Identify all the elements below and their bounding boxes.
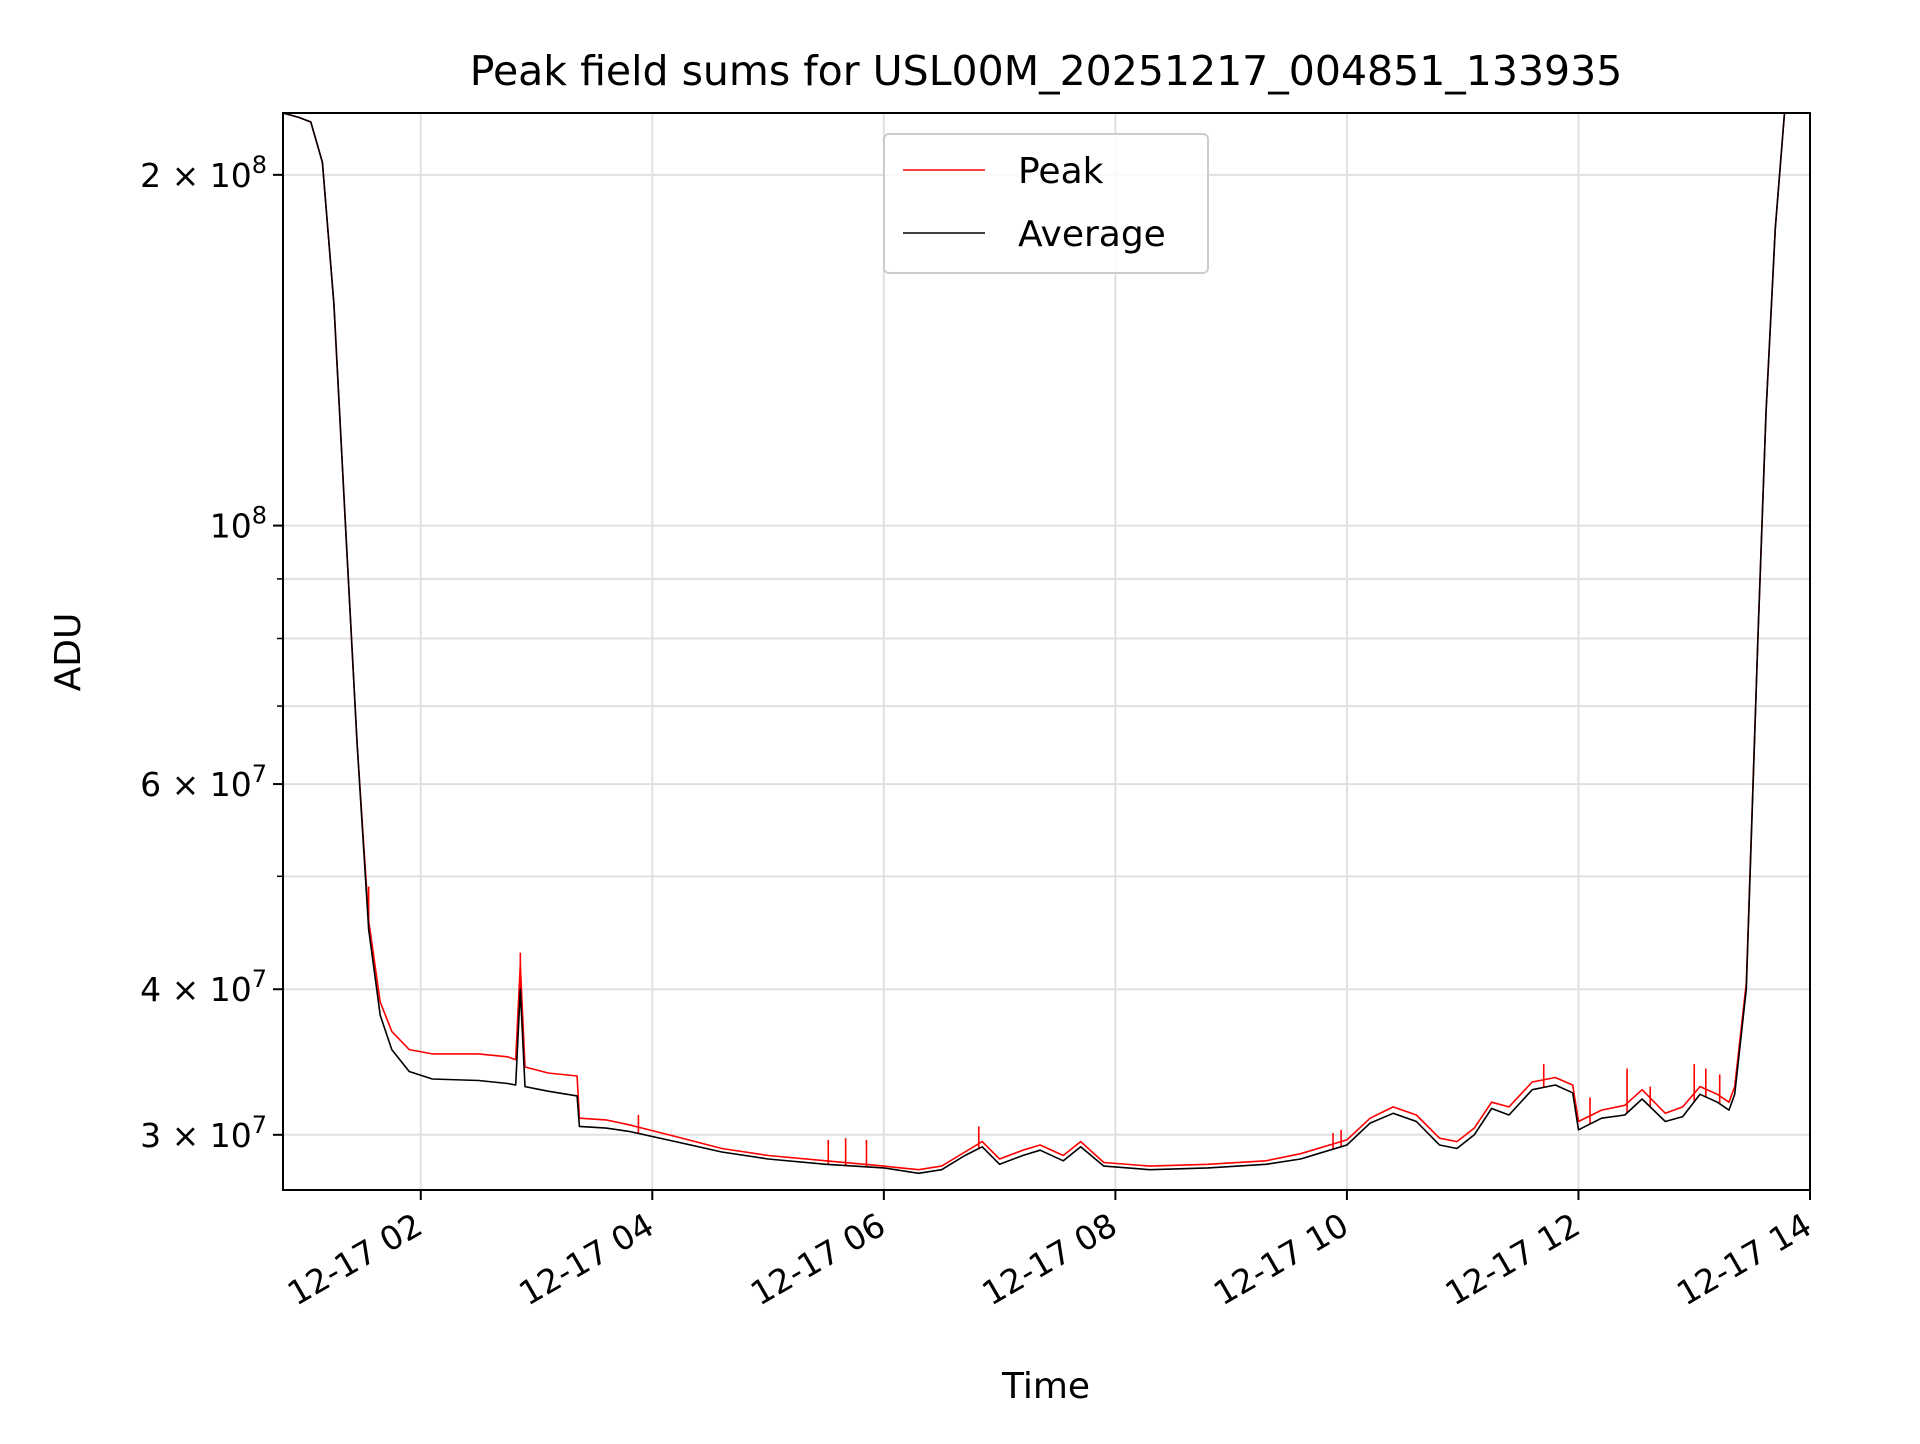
y-tick-label: 6 × 107	[140, 760, 267, 804]
series-line-average	[282, 112, 1786, 1175]
chart-title: Peak field sums for USL00M_20251217_0048…	[470, 47, 1623, 95]
y-tick-label: 4 × 107	[140, 965, 267, 1009]
plot-frame	[282, 112, 1811, 1191]
y-tick-label: 2 × 108	[140, 151, 267, 195]
y-tick-label: 108	[210, 502, 267, 546]
y-tick-mantissa: 10	[210, 507, 252, 546]
legend-label-average: Average	[1018, 214, 1166, 255]
y-tick-label: 3 × 107	[140, 1111, 267, 1155]
y-tick-mantissa: 6 × 10	[140, 765, 252, 804]
legend-label-peak: Peak	[1018, 151, 1104, 192]
y-tick-exponent: 8	[252, 151, 267, 179]
legend: Peak Average	[883, 133, 1209, 274]
y-tick-exponent: 7	[252, 965, 267, 993]
series-layer	[282, 112, 1786, 1175]
y-tick-exponent: 8	[252, 502, 267, 530]
y-tick-mantissa: 4 × 10	[140, 970, 252, 1009]
y-tick-exponent: 7	[252, 1111, 267, 1139]
y-tick-exponent: 7	[252, 760, 267, 788]
y-axis-label: ADU	[48, 613, 89, 692]
x-axis-label: Time	[1001, 1366, 1090, 1407]
series-line-peak	[282, 112, 1786, 1171]
y-tick-mantissa: 2 × 10	[140, 156, 252, 195]
legend-box	[883, 133, 1209, 274]
y-tick-mantissa: 3 × 10	[140, 1116, 252, 1155]
